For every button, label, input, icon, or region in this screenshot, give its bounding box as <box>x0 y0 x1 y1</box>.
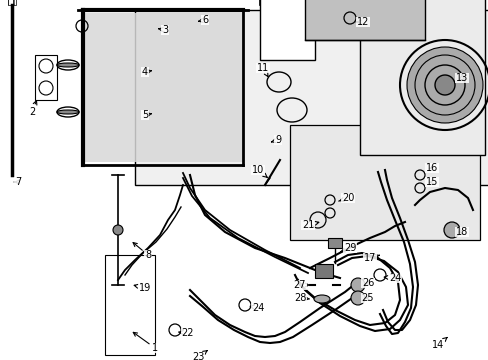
Ellipse shape <box>57 110 79 114</box>
Circle shape <box>406 47 482 123</box>
Text: 7: 7 <box>14 177 21 187</box>
Text: 29: 29 <box>340 243 355 253</box>
Bar <box>35 55 57 100</box>
Circle shape <box>113 225 123 235</box>
Text: 28: 28 <box>293 293 309 303</box>
Text: 22: 22 <box>178 328 194 338</box>
Text: 11: 11 <box>256 63 268 77</box>
Bar <box>260 0 314 60</box>
Ellipse shape <box>313 295 329 303</box>
Circle shape <box>434 75 454 95</box>
Bar <box>314 264 332 278</box>
Text: 18: 18 <box>455 227 467 237</box>
Bar <box>305 0 424 40</box>
Text: 4: 4 <box>142 67 151 77</box>
Bar <box>359 0 484 155</box>
Text: 3: 3 <box>158 25 168 35</box>
Circle shape <box>350 278 364 292</box>
Text: 12: 12 <box>356 17 368 27</box>
Bar <box>135 10 488 185</box>
Text: 20: 20 <box>338 193 353 203</box>
Text: 21: 21 <box>301 220 318 230</box>
Text: 10: 10 <box>251 165 266 177</box>
Text: 13: 13 <box>455 73 467 83</box>
Text: 9: 9 <box>271 135 281 145</box>
Bar <box>327 238 341 248</box>
Text: 25: 25 <box>361 293 373 303</box>
Text: 2: 2 <box>29 101 37 117</box>
Bar <box>260 0 484 5</box>
Text: 19: 19 <box>134 283 151 293</box>
Text: 5: 5 <box>142 110 151 120</box>
Circle shape <box>350 291 364 305</box>
Text: 24: 24 <box>384 273 400 283</box>
Bar <box>289 125 479 240</box>
Text: 23: 23 <box>191 351 207 360</box>
Bar <box>8 0 16 5</box>
Text: 17: 17 <box>363 253 379 263</box>
Text: 26: 26 <box>361 278 373 288</box>
Ellipse shape <box>57 63 79 67</box>
Bar <box>105 255 155 355</box>
Circle shape <box>443 222 459 238</box>
Text: 15: 15 <box>425 177 437 187</box>
Text: 8: 8 <box>133 243 151 260</box>
Text: 14: 14 <box>431 337 446 350</box>
Text: 27: 27 <box>293 280 309 290</box>
Text: 6: 6 <box>198 15 207 25</box>
Text: 16: 16 <box>425 163 437 173</box>
Text: 1: 1 <box>133 332 158 353</box>
Text: 24: 24 <box>250 303 264 313</box>
Polygon shape <box>83 13 243 162</box>
